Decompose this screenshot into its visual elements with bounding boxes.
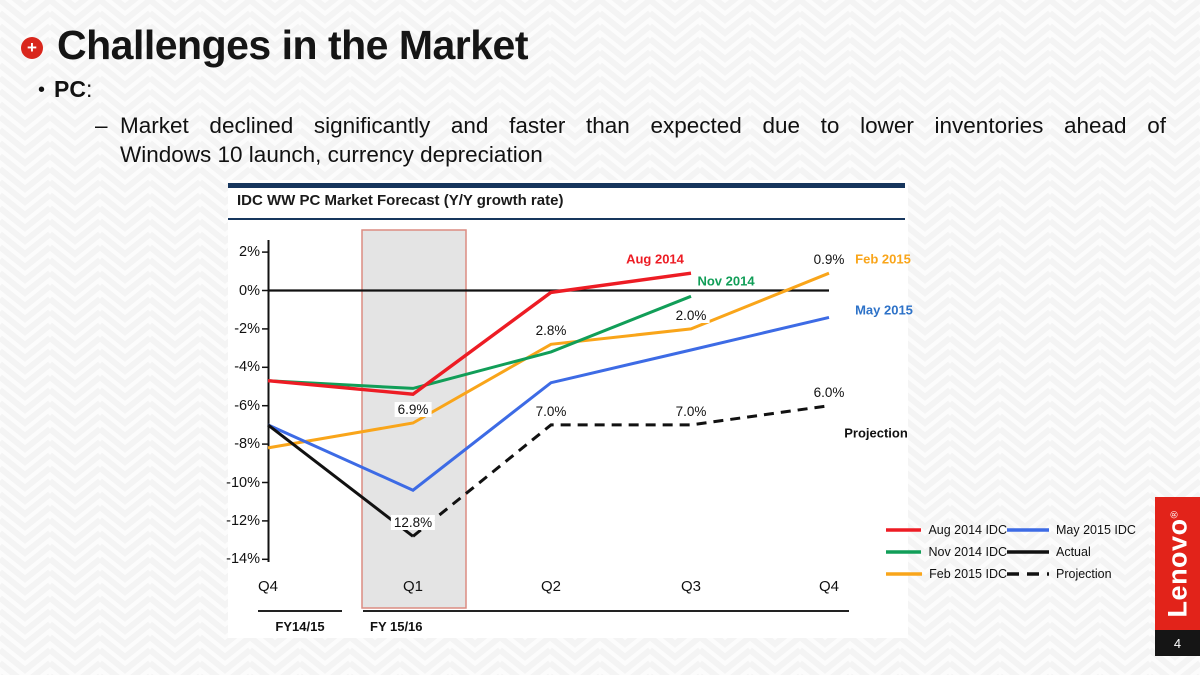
- legend-label: Nov 2014 IDC: [928, 545, 1007, 559]
- bullet-label: PC: [54, 76, 86, 102]
- bullet-marker: •: [38, 79, 46, 101]
- chart-legend: Aug 2014 IDC Nov 2014 IDC Feb 2015 IDC May …: [886, 519, 1157, 585]
- legend-item-nov-2014-idc: Nov 2014 IDC: [886, 545, 1007, 559]
- page-number: 4: [1173, 635, 1182, 651]
- chart-header-rule-bottom: [228, 218, 905, 220]
- legend-swatch: [1007, 528, 1049, 532]
- legend-label: May 2015 IDC: [1056, 523, 1136, 537]
- legend-item-feb-2015-idc: Feb 2015 IDC: [886, 567, 1007, 581]
- legend-swatch: [886, 572, 923, 576]
- legend-label: Aug 2014 IDC: [928, 523, 1007, 537]
- legend-item-projection: Projection: [1007, 567, 1157, 581]
- lenovo-logo-text: Lenovo®: [1162, 510, 1192, 617]
- bullet-pc: • PC:: [38, 76, 92, 103]
- legend-label: Projection: [1056, 567, 1112, 581]
- legend-label: Actual: [1056, 545, 1091, 559]
- legend-item-aug-2014-idc: Aug 2014 IDC: [886, 523, 1007, 537]
- legend-label: Feb 2015 IDC: [929, 567, 1007, 581]
- chart-title: IDC WW PC Market Forecast (Y/Y growth ra…: [237, 192, 564, 209]
- chart-panel: [228, 180, 908, 638]
- plus-icon: +: [21, 37, 43, 59]
- sub-bullet: – Market declined significantly and fast…: [95, 111, 1167, 169]
- page-title: Challenges in the Market: [57, 22, 529, 68]
- page-number-box: 4: [1155, 630, 1200, 656]
- registered-mark: ®: [1169, 510, 1180, 518]
- chart-header-rule-top: [228, 183, 905, 188]
- lenovo-logo: Lenovo®: [1155, 497, 1200, 630]
- bullet-colon: :: [85, 76, 93, 102]
- legend-swatch: [886, 550, 922, 554]
- legend-swatch: [1007, 550, 1049, 554]
- sub-bullet-line-1: Market declined significantly and faster…: [120, 113, 1166, 138]
- legend-swatch: [886, 528, 922, 532]
- legend-swatch: [1007, 572, 1049, 576]
- legend-item-may-2015-idc: May 2015 IDC: [1007, 523, 1157, 537]
- legend-item-actual: Actual: [1007, 545, 1157, 559]
- dash-marker: –: [95, 113, 108, 138]
- sub-bullet-line-2: Windows 10 launch, currency depreciation: [120, 142, 543, 167]
